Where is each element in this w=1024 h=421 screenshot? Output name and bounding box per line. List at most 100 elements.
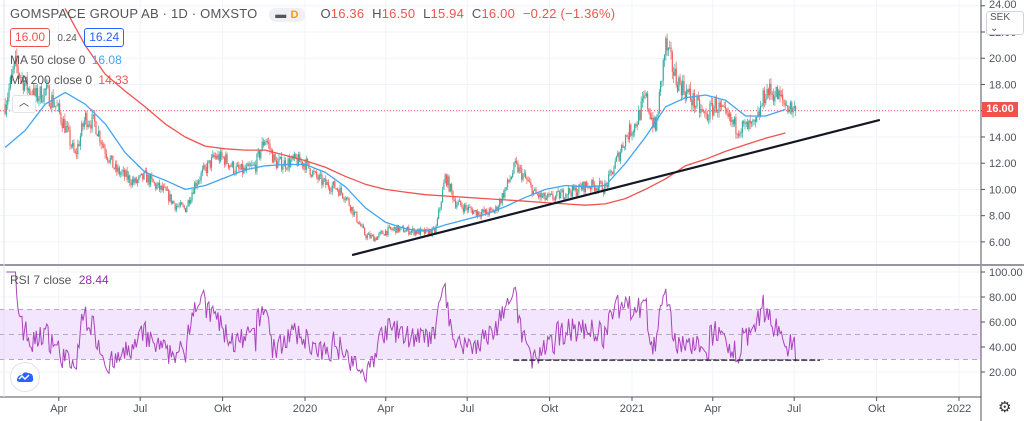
candle-body	[51, 95, 53, 109]
change-value: −0.22 (−1.36%)	[522, 6, 616, 21]
collapse-legend-button[interactable]: ︿	[12, 95, 36, 113]
candle-body	[21, 77, 23, 78]
high-value: 16.50	[381, 6, 416, 21]
candle-body	[374, 237, 376, 242]
open-value: 16.36	[330, 6, 365, 21]
candle-body	[453, 199, 455, 201]
candle-body	[288, 158, 291, 168]
candle-body	[458, 200, 461, 202]
candle-body	[207, 162, 209, 173]
candle-body	[232, 161, 235, 174]
candle-body	[335, 188, 337, 190]
candle-body	[695, 106, 697, 108]
candle-body	[121, 172, 123, 174]
rsi-tick-label: 60.00	[989, 317, 1017, 329]
candle-body	[199, 180, 201, 181]
bid-button[interactable]: 16.00	[10, 28, 51, 47]
candle-body	[769, 83, 771, 96]
candle-body	[383, 234, 385, 236]
candle-body	[771, 93, 773, 95]
candle-body	[247, 163, 249, 167]
ma50-legend[interactable]: MA 50 close 0 16.08	[10, 53, 122, 68]
close-label: C	[471, 6, 482, 21]
candle-body	[34, 88, 36, 98]
candle-body	[69, 129, 71, 146]
price-tick-label: 14.00	[989, 132, 1017, 144]
candle-body	[326, 182, 328, 186]
candle-body	[171, 201, 174, 204]
candle-body	[624, 135, 627, 147]
candle-body	[711, 103, 714, 116]
candle-body	[658, 91, 660, 114]
candle-body	[579, 184, 581, 187]
candle-body	[623, 146, 625, 148]
candle-body	[678, 77, 680, 92]
close-value: 16.00	[481, 6, 516, 21]
candle-body	[60, 112, 62, 123]
candle-body	[693, 93, 695, 108]
settings-gear-icon[interactable]: ⚙	[998, 399, 1012, 416]
candle-body	[200, 172, 202, 181]
candle-body	[422, 229, 424, 231]
candle-body	[304, 163, 306, 170]
candle-body	[540, 192, 542, 198]
candle-body	[139, 174, 141, 177]
candle-body	[70, 145, 72, 147]
time-tick-label: Apr	[50, 403, 67, 415]
rsi-legend[interactable]: RSI 7 close 28.44	[10, 273, 109, 288]
tradingview-logo[interactable]	[10, 362, 40, 392]
candle-body	[749, 120, 751, 124]
candle-body	[601, 182, 603, 192]
candle-body	[619, 152, 621, 161]
candle-body	[323, 178, 326, 180]
candle-body	[371, 235, 374, 236]
ask-button[interactable]: 16.24	[84, 28, 125, 47]
candle-body	[17, 66, 19, 74]
candle-body	[11, 74, 13, 77]
candle-body	[763, 90, 766, 104]
ma200-legend[interactable]: MA 200 close 0 14.33	[10, 73, 128, 88]
candle-body	[683, 80, 685, 93]
candle-body	[448, 176, 450, 192]
candle-body	[538, 194, 540, 198]
candle-body	[743, 121, 745, 124]
candle-body	[775, 86, 777, 97]
candle-body	[260, 150, 262, 159]
candle-body	[445, 174, 448, 186]
candle-body	[161, 185, 163, 191]
candle-body	[107, 157, 109, 161]
candle-body	[386, 230, 388, 236]
time-tick-label: 2020	[293, 403, 317, 415]
candle-body	[653, 117, 655, 128]
price-pane	[0, 8, 981, 257]
candle-body	[27, 88, 30, 91]
candle-body	[72, 142, 74, 147]
candle-body	[216, 156, 218, 159]
candle-body	[549, 193, 551, 195]
rsi-tick-label: 80.00	[989, 292, 1017, 304]
candle-body	[351, 206, 353, 212]
interval-pill[interactable]: ▬ D	[269, 8, 305, 22]
candle-body	[719, 102, 721, 107]
candle-body	[615, 156, 618, 162]
candle-body	[357, 221, 359, 224]
candle-body	[248, 163, 250, 166]
candle-body	[355, 211, 357, 213]
candle-body	[316, 171, 318, 177]
candle-body	[428, 230, 431, 236]
candle-body	[645, 93, 647, 97]
candle-body	[265, 141, 267, 142]
candle-body	[714, 98, 716, 108]
candle-body	[486, 209, 488, 214]
candle-body	[104, 147, 106, 154]
candle-body	[309, 168, 311, 176]
candle-body	[634, 123, 636, 132]
candle-body	[168, 189, 170, 202]
candle-body	[674, 68, 676, 76]
candle-body	[496, 206, 498, 211]
candle-body	[348, 198, 350, 206]
candle-body	[488, 208, 490, 215]
candle-body	[614, 161, 616, 169]
currency-dropdown[interactable]: SEK ⌄	[986, 11, 1024, 35]
